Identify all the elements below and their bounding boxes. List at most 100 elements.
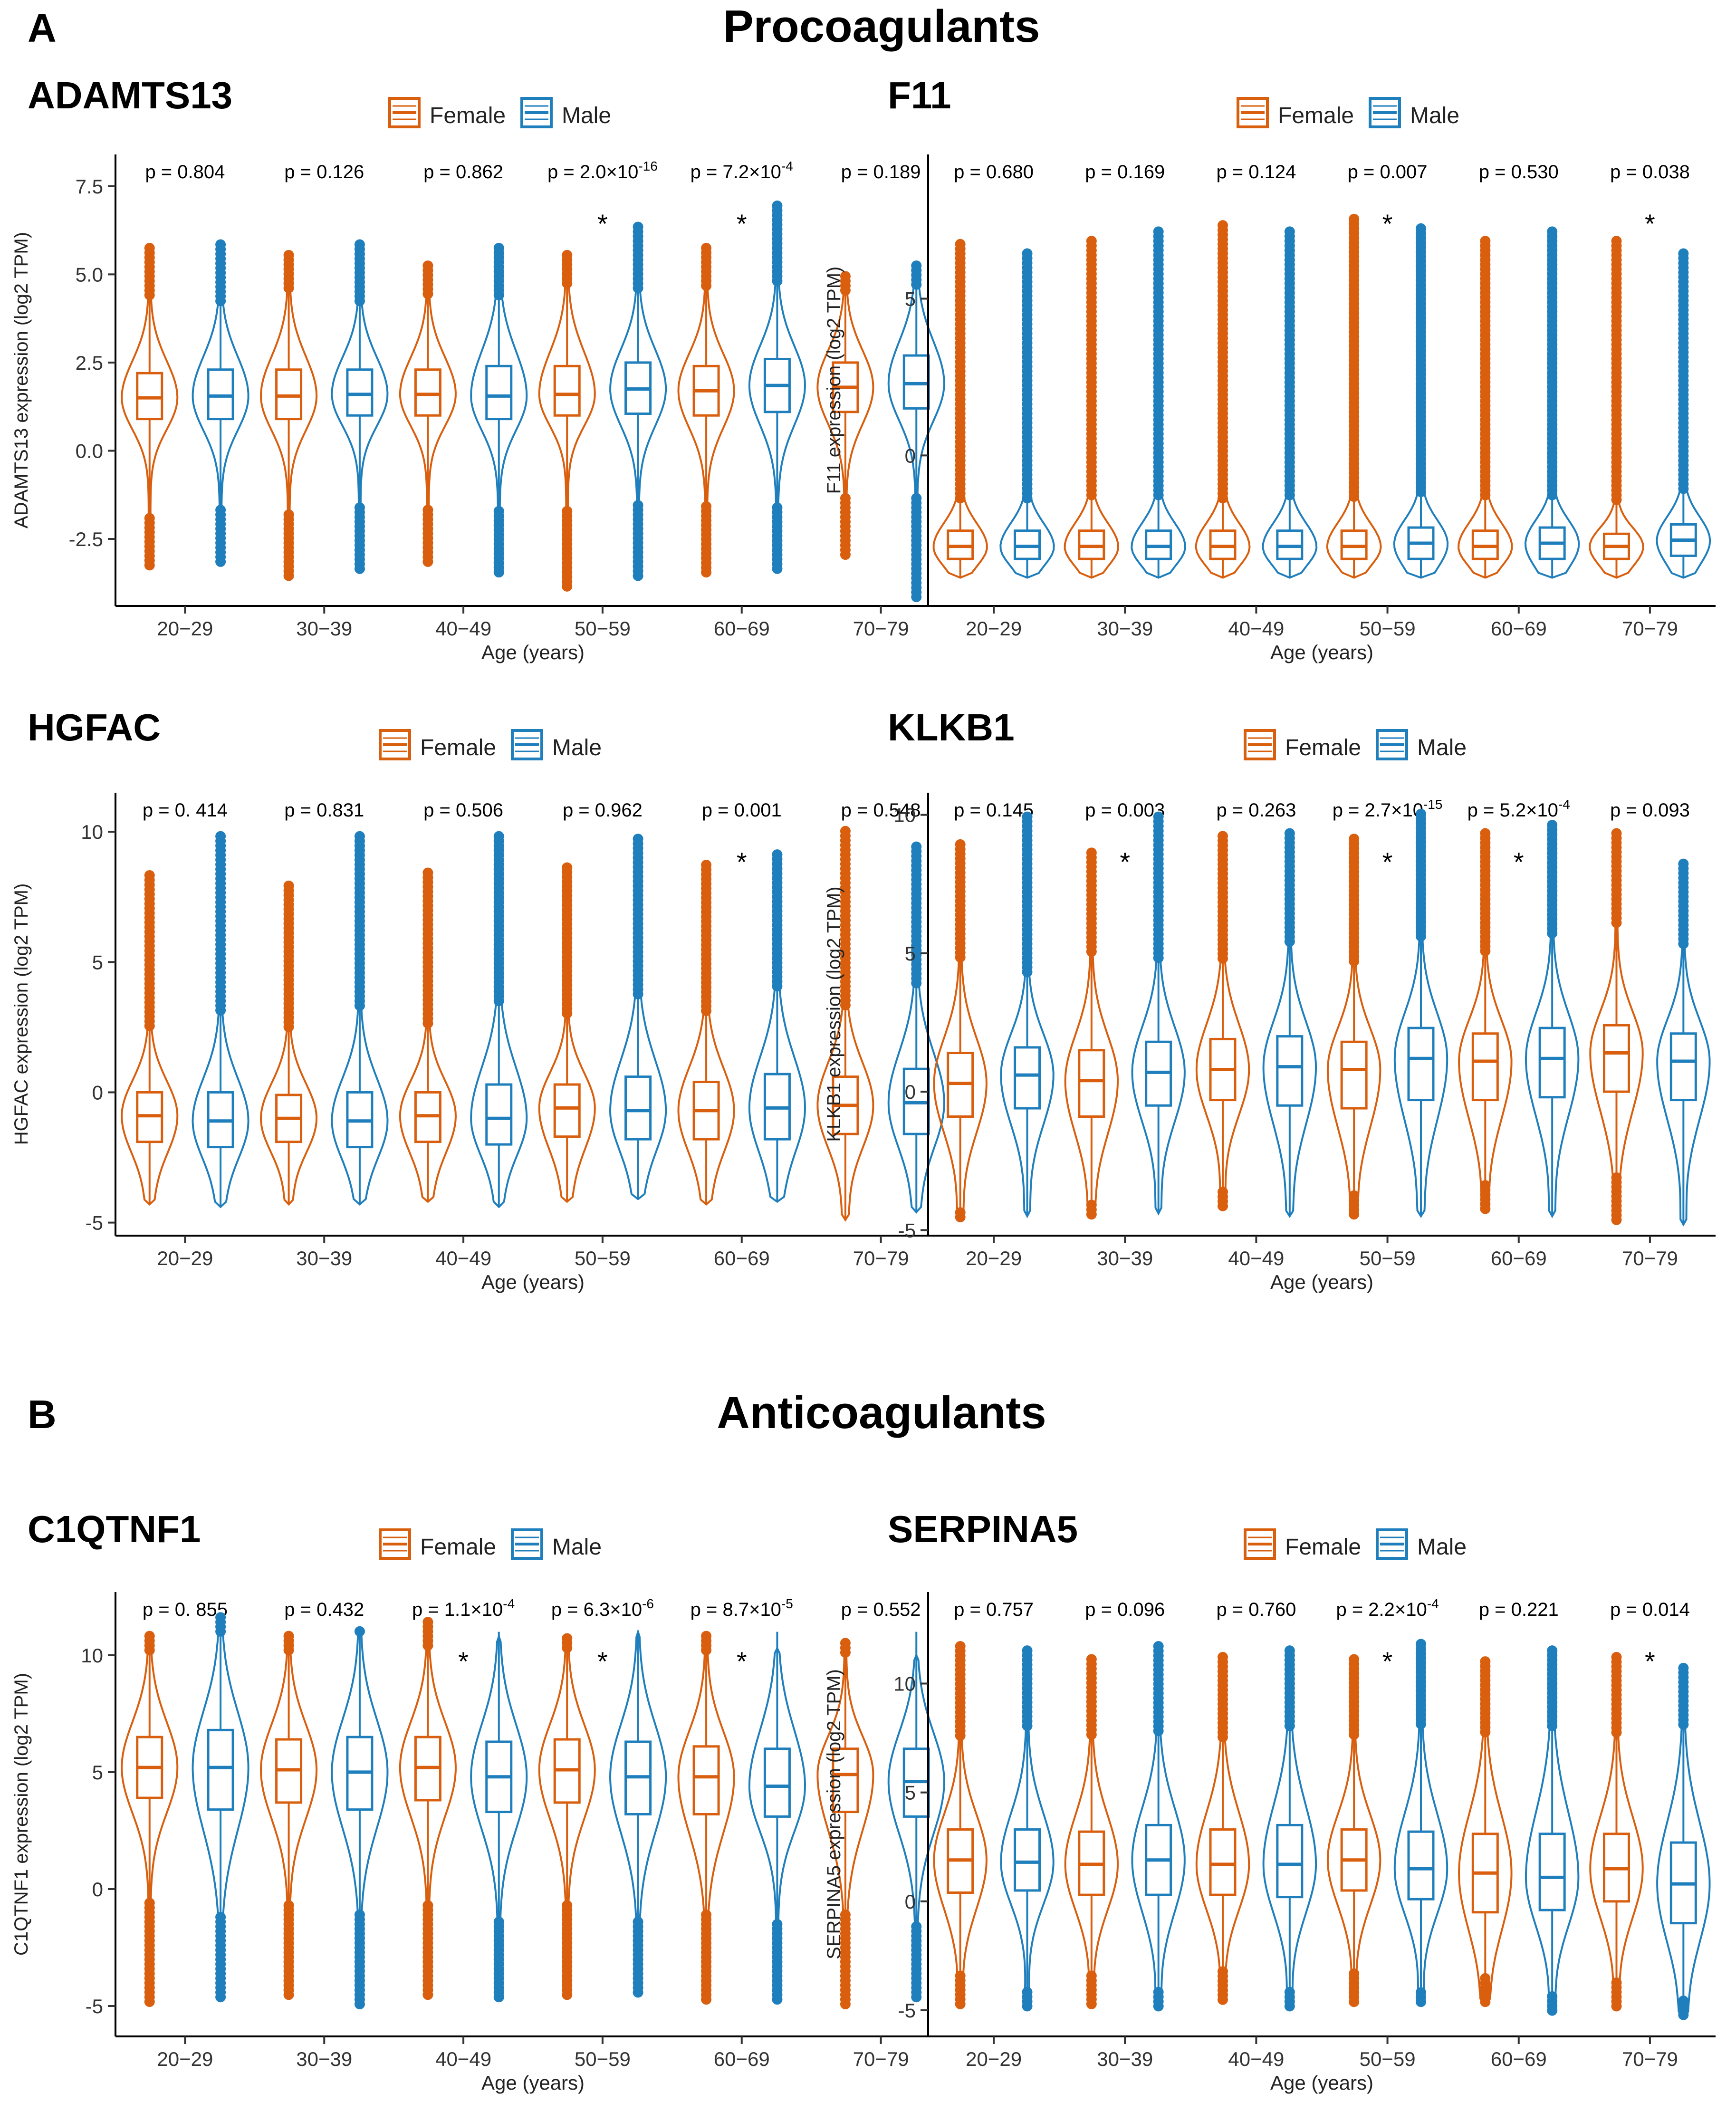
violin-female	[1195, 1651, 1250, 2005]
p-value-label: p = 0.126	[284, 162, 364, 182]
violin-female	[1326, 213, 1382, 579]
chart-panels: ADAMTS13 Female Male -2.5 0.0 2.5 5.0 7.5 ADAMTS…	[11, 74, 1716, 2094]
y-axis-label: F11 expression (log2 TPM)	[824, 267, 844, 494]
y-tick-label: 10	[893, 1673, 916, 1695]
section-a-title: Procoagulants	[723, 1, 1040, 52]
violin-female	[816, 825, 874, 1222]
significance-star: *	[458, 1646, 469, 1676]
outlier-point	[955, 1730, 966, 1741]
chart-panel-f11: F11 Female Male 0 5 F11 expression (log2 TPM)…	[824, 74, 1716, 663]
age-group-4049: 40−49 p = 1.1×10-4 *	[399, 1596, 528, 2070]
age-group-7079: 70−79 p = 0.189	[816, 162, 945, 640]
y-tick-label: -5	[86, 1212, 103, 1234]
outlier-point	[840, 1647, 851, 1658]
outlier-point	[215, 1911, 226, 1922]
violin-male	[331, 831, 389, 1206]
legend-label-male: Male	[1417, 735, 1467, 760]
age-group-4049: 40−49 p = 0.263	[1195, 800, 1317, 1269]
p-value-label: p = 0.552	[841, 1599, 921, 1620]
box	[1276, 1035, 1304, 1107]
x-tick-label: 70−79	[853, 2048, 909, 2070]
outlier-point	[283, 509, 294, 520]
x-tick-label: 70−79	[1622, 1247, 1678, 1269]
box	[1407, 1027, 1435, 1102]
violin-female	[538, 1632, 596, 2000]
age-group-6069: 60−69 p = 5.2×10-4 *	[1458, 797, 1580, 1269]
outlier-point	[1022, 967, 1033, 978]
violin-male	[1525, 820, 1580, 1219]
significance-star: *	[597, 209, 608, 239]
outlier-point	[422, 505, 433, 516]
violin-female	[933, 1641, 988, 2009]
outlier-point	[1416, 1987, 1427, 1998]
violin-female	[121, 870, 179, 1206]
outlier-point	[701, 280, 712, 291]
x-tick-label: 50−59	[575, 2048, 631, 2070]
significance-star: *	[1382, 209, 1393, 239]
age-group-7079: 70−79 p = 0.014 *	[1589, 1599, 1711, 2070]
age-group-7079: 70−79 p = 0.038 *	[1589, 162, 1711, 640]
outlier-point	[1416, 931, 1427, 942]
x-tick-label: 30−39	[296, 1247, 352, 1269]
y-axis-label: SERPINA5 expression (log2 TPM)	[824, 1669, 844, 1959]
p-value-label: p = 0.506	[423, 800, 503, 821]
p-value-label: p = 2.0×10-16	[547, 159, 658, 182]
panel-title: C1QTNF1	[28, 1508, 201, 1550]
x-tick-label: 30−39	[296, 617, 352, 640]
box	[1669, 1032, 1697, 1102]
box	[1471, 1032, 1499, 1102]
significance-star: *	[737, 847, 747, 877]
outlier-point	[955, 493, 966, 504]
outlier-point	[562, 1900, 573, 1911]
box	[763, 1747, 791, 1818]
outlier-point	[144, 1020, 155, 1031]
outlier-point	[422, 1900, 433, 1911]
p-value-label: p = 0.548	[841, 800, 921, 821]
violin-female	[816, 1638, 874, 2010]
outlier-point	[633, 500, 643, 511]
violin-male	[887, 1632, 945, 2003]
p-value-label: p = 0.760	[1216, 1599, 1296, 1620]
outlier-point	[1153, 952, 1164, 963]
violin-female	[816, 271, 874, 560]
box	[1407, 1830, 1435, 1900]
p-value-label: p = 0.003	[1085, 800, 1165, 821]
legend-label-male: Male	[1417, 1535, 1467, 1560]
age-group-4049: 40−49 p = 0.760	[1195, 1599, 1317, 2070]
age-group-7079: 70−79 p = 0.552	[816, 1599, 945, 2070]
outlier-point	[1611, 1977, 1622, 1988]
outlier-point	[354, 502, 365, 513]
outlier-point	[1217, 1187, 1228, 1198]
outlier-point	[1480, 1727, 1491, 1737]
outlier-point	[215, 1626, 226, 1637]
violin-male	[1393, 223, 1449, 579]
violin-male	[609, 1628, 667, 1998]
violin-male	[1262, 226, 1318, 579]
p-value-label: p = 0.001	[702, 800, 782, 821]
outlier-point	[1678, 483, 1689, 494]
p-value-label: p = 0.432	[284, 1599, 364, 1620]
legend-label-female: Female	[1285, 1535, 1361, 1560]
y-tick-label: 0	[905, 444, 916, 467]
p-value-label: p = 0.680	[954, 162, 1034, 182]
violin-female	[1589, 828, 1644, 1225]
p-value-label: p = 0. 855	[143, 1599, 228, 1620]
outlier-point	[633, 283, 643, 294]
violin-female	[677, 1631, 735, 2005]
violin-female	[1064, 236, 1120, 579]
p-value-label: p = 0.096	[1085, 1599, 1165, 1620]
chart-panel-hgfac: HGFAC Female Male -5 0 5 10 HGFAC expression (l…	[11, 706, 950, 1293]
significance-star: *	[597, 1646, 608, 1676]
x-tick-label: 70−79	[853, 1247, 909, 1269]
p-value-label: p = 0.757	[954, 1599, 1034, 1620]
outlier-point	[1086, 946, 1097, 957]
y-tick-label: 5	[92, 951, 103, 973]
p-value-label: p = 0.038	[1610, 162, 1690, 182]
legend: Female Male	[1237, 97, 1459, 128]
x-axis-label: Age (years)	[1270, 2072, 1373, 2094]
violin-female	[1064, 847, 1119, 1220]
age-group-4049: 40−49 p = 0.862	[399, 162, 528, 640]
box	[207, 368, 234, 421]
age-group-4049: 40−49 p = 0.506	[399, 800, 528, 1269]
